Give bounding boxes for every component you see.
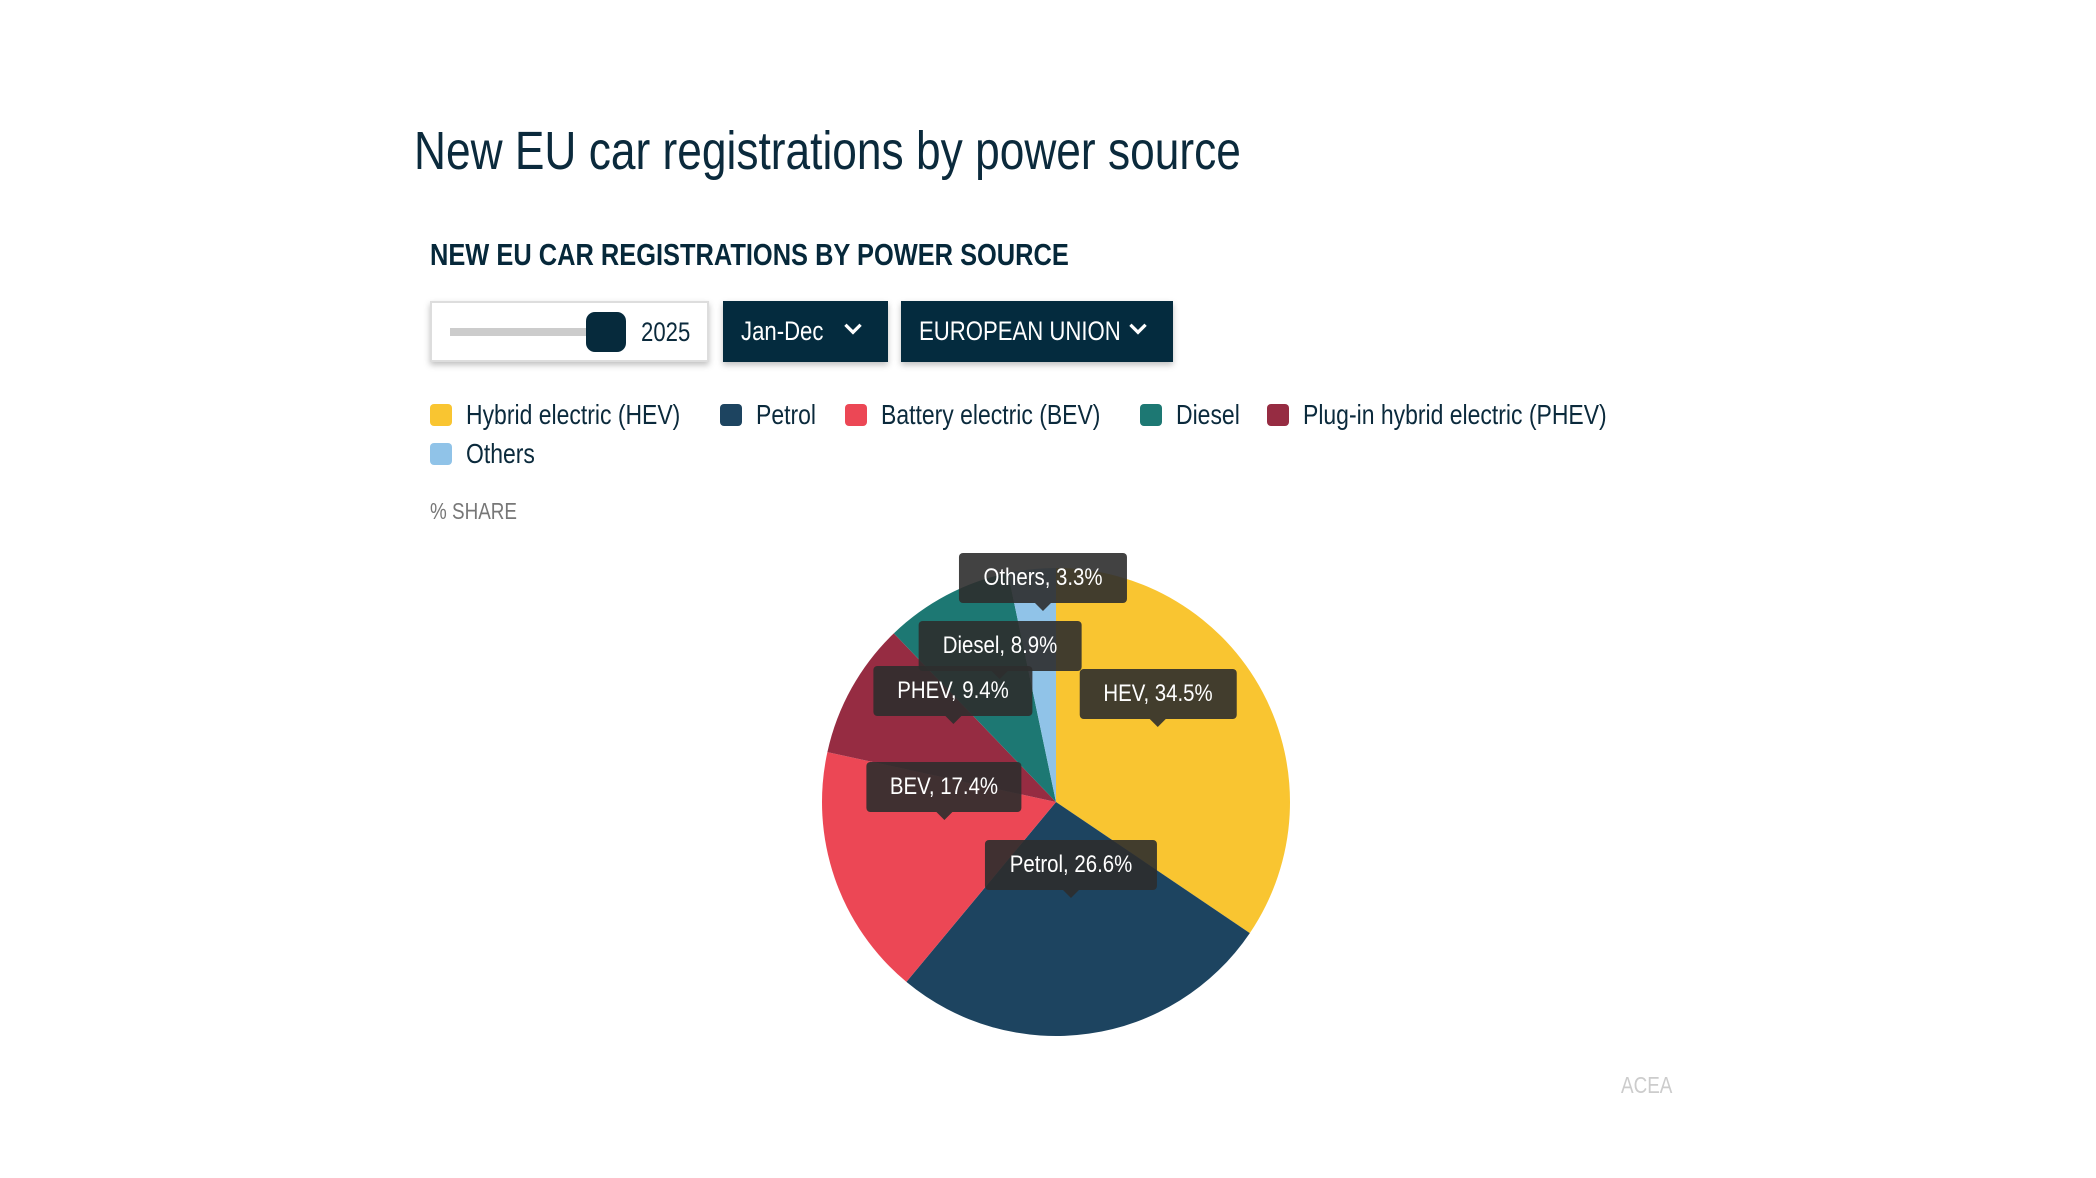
period-dropdown-label: Jan-Dec	[741, 316, 824, 346]
data-label-text: Others, 3.3%	[983, 564, 1103, 591]
slider-track[interactable]	[450, 328, 600, 336]
legend-label: Battery electric (BEV)	[881, 399, 1101, 430]
year-slider[interactable]: 2025	[430, 301, 709, 362]
data-label-text: PHEV, 9.4%	[897, 677, 1009, 704]
legend-label: Plug-in hybrid electric (PHEV)	[1303, 399, 1607, 430]
chevron-down-icon	[844, 323, 862, 335]
data-label-hev: HEV, 34.5%	[1079, 669, 1237, 727]
legend-label: Others	[466, 438, 535, 469]
region-dropdown[interactable]: EUROPEAN UNION	[901, 301, 1173, 362]
legend-item-others[interactable]: Others	[430, 438, 550, 470]
legend-item-petrol[interactable]: Petrol	[720, 399, 829, 431]
slider-thumb[interactable]	[586, 312, 626, 352]
legend-item-phev[interactable]: Plug-in hybrid electric (PHEV)	[1267, 399, 1673, 431]
legend-label: Diesel	[1176, 399, 1240, 430]
data-label-text: Petrol, 26.6%	[1009, 851, 1133, 878]
data-label-phev: PHEV, 9.4%	[873, 666, 1033, 724]
legend-label: Petrol	[756, 399, 816, 430]
period-dropdown[interactable]: Jan-Dec	[723, 301, 888, 362]
legend-item-hev[interactable]: Hybrid electric (HEV)	[430, 399, 727, 431]
region-dropdown-label: EUROPEAN UNION	[919, 316, 1121, 346]
page-title: New EU car registrations by power source	[414, 121, 1241, 181]
legend-swatch	[845, 404, 867, 426]
legend-label: Hybrid electric (HEV)	[466, 399, 681, 430]
legend-swatch	[1140, 404, 1162, 426]
legend-swatch	[720, 404, 742, 426]
pie-slice-hev[interactable]	[1056, 568, 1290, 934]
pie-slice-petrol[interactable]	[906, 802, 1250, 1037]
data-label-diesel: Diesel, 8.9%	[918, 621, 1082, 679]
data-label-text: BEV, 17.4%	[889, 773, 999, 800]
data-label-text: HEV, 34.5%	[1103, 680, 1213, 707]
legend-swatch	[430, 443, 452, 465]
data-label-bev: BEV, 17.4%	[866, 762, 1022, 820]
credit: ACEA	[1621, 1072, 1673, 1098]
legend-item-diesel[interactable]: Diesel	[1140, 399, 1254, 431]
chevron-down-icon	[1129, 323, 1147, 335]
data-label-text: Diesel, 8.9%	[942, 632, 1058, 659]
data-label-others: Others, 3.3%	[958, 553, 1128, 611]
year-value: 2025	[641, 317, 691, 347]
chart-title: NEW EU CAR REGISTRATIONS BY POWER SOURCE	[430, 237, 1069, 272]
legend-swatch	[1267, 404, 1289, 426]
legend-swatch	[430, 404, 452, 426]
unit-label: % SHARE	[430, 498, 517, 524]
legend-item-bev[interactable]: Battery electric (BEV)	[845, 399, 1149, 431]
data-label-petrol: Petrol, 26.6%	[984, 840, 1158, 898]
